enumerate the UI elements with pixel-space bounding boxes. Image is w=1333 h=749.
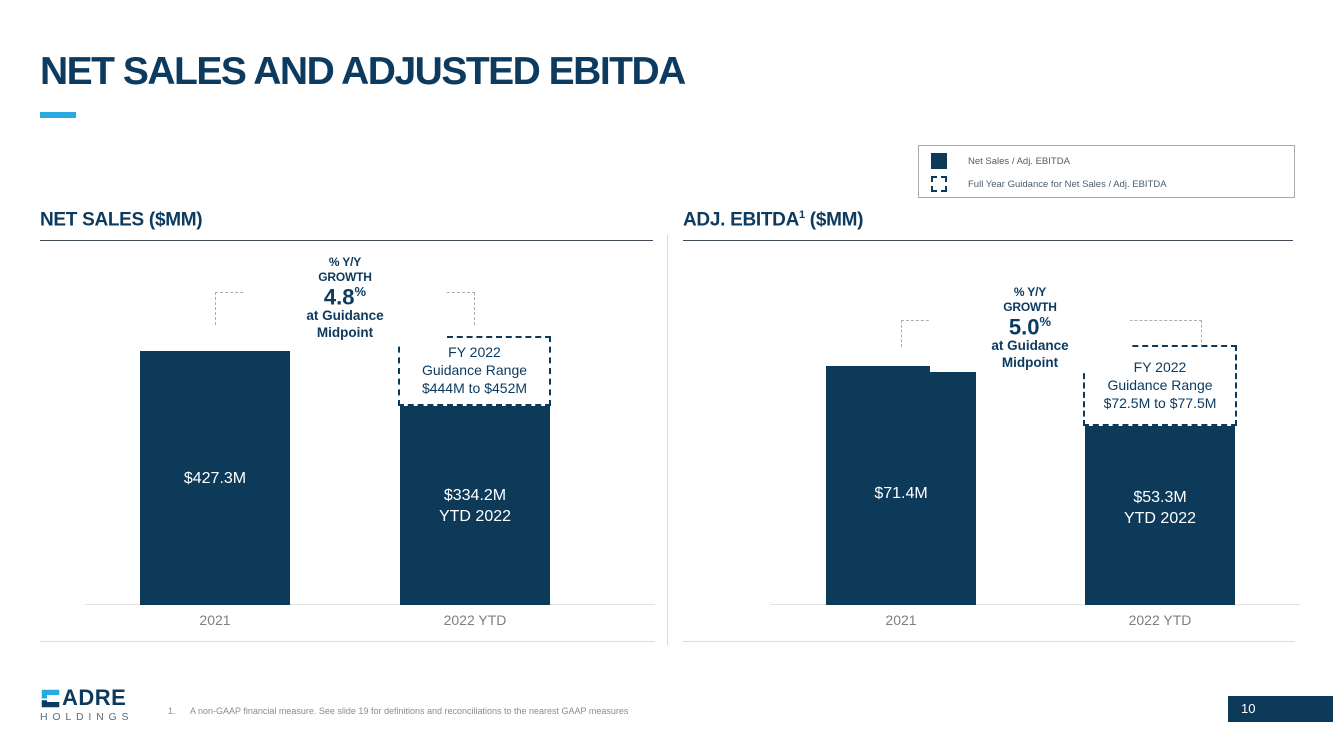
growth-line3: at Guidance [991, 338, 1069, 354]
legend-box: Net Sales / Adj. EBITDA Full Year Guidan… [918, 145, 1295, 198]
page-title: NET SALES AND ADJUSTED EBITDA [40, 50, 686, 93]
x-tick-2021: 2021 [199, 612, 231, 628]
title-accent-dash [40, 112, 76, 118]
footnote-number: 1. [168, 706, 176, 716]
growth-line3: at Guidance [306, 308, 384, 324]
growth-value: 4.8% [323, 284, 367, 310]
x-tick-2022-ytd: 2022 YTD [443, 612, 507, 628]
heading-rule [40, 240, 653, 241]
growth-line4: Midpoint [316, 325, 374, 341]
growth-bracket-tick-right [474, 292, 475, 325]
bar-2022-ytd: $334.2M YTD 2022 [400, 406, 550, 605]
bar-2021: $427.3M [140, 351, 290, 605]
solid-square-icon [931, 153, 947, 169]
footnote-text: A non-GAAP financial measure. See slide … [190, 706, 629, 716]
growth-annotation: % Y/Y GROWTH 5.0% at Guidance Midpoint [930, 285, 1130, 373]
chart-title: NET SALES ($MM) [40, 209, 203, 231]
panel-divider [667, 235, 668, 645]
guidance-line1: FY 2022 [1133, 359, 1187, 376]
bar-value-label: $427.3M [183, 470, 247, 487]
cadre-logo-icon [41, 689, 60, 707]
panel-bottom-rule [683, 641, 1295, 642]
chart-area: % Y/Y GROWTH 4.8% at Guidance Midpoint $… [40, 250, 655, 645]
logo-subtext: HOLDINGS [40, 711, 134, 723]
cadre-holdings-logo: ADRE HOLDINGS [40, 687, 150, 723]
adj-ebitda-chart-panel: ADJ. EBITDA1 ($MM) % Y/Y GROWTH 5.0% at … [683, 207, 1300, 647]
guidance-range-box: FY 2022 Guidance Range $444M to $452M [398, 336, 551, 407]
guidance-line3: $444M to $452M [421, 380, 528, 397]
growth-bracket-tick-left [215, 292, 216, 325]
guidance-line2: Guidance Range [1107, 376, 1213, 393]
growth-annotation: % Y/Y GROWTH 4.8% at Guidance Midpoint [245, 255, 445, 343]
guidance-line3: $72.5M to $77.5M [1103, 394, 1217, 411]
heading-rule [683, 240, 1293, 241]
bar-2021: $71.4M [826, 365, 976, 605]
page-number-badge: 10 [1228, 696, 1333, 722]
chart-title: ADJ. EBITDA1 ($MM) [683, 209, 864, 231]
x-tick-2022-ytd: 2022 YTD [1128, 612, 1192, 628]
growth-line1: % Y/Y [1013, 285, 1047, 299]
legend-label: Net Sales / Adj. EBITDA [968, 155, 1070, 167]
growth-value: 5.0% [1008, 314, 1052, 340]
x-axis-line [85, 604, 655, 605]
panel-bottom-rule [40, 641, 655, 642]
growth-line1: % Y/Y [328, 255, 362, 269]
legend-label: Full Year Guidance for Net Sales / Adj. … [968, 178, 1167, 190]
bar-2022-ytd: $53.3M YTD 2022 [1085, 426, 1235, 605]
legend-item-net-sales: Net Sales / Adj. EBITDA [931, 153, 1070, 169]
x-tick-2021: 2021 [885, 612, 917, 628]
bar-value-label: $53.3M YTD 2022 [1123, 489, 1197, 528]
chart-area: % Y/Y GROWTH 5.0% at Guidance Midpoint $… [683, 250, 1300, 645]
dashed-square-icon [931, 176, 947, 192]
growth-line2: GROWTH [1003, 300, 1057, 314]
logo-wordmark: ADRE [62, 685, 127, 710]
guidance-line2: Guidance Range [421, 362, 528, 379]
bar-value-label: $334.2M YTD 2022 [438, 487, 512, 526]
bar-value-label: $71.4M [874, 484, 928, 502]
growth-bracket-tick-left [901, 320, 902, 347]
guidance-line1: FY 2022 [448, 344, 501, 361]
footnote: 1. A non-GAAP financial measure. See slid… [168, 706, 688, 716]
growth-line2: GROWTH [318, 270, 372, 284]
growth-bracket-tick-right [1201, 320, 1202, 347]
net-sales-chart-panel: NET SALES ($MM) % Y/Y GROWTH 4.8% at Gui… [40, 207, 655, 647]
legend-item-guidance: Full Year Guidance for Net Sales / Adj. … [931, 176, 1167, 192]
growth-line4: Midpoint [1001, 355, 1059, 371]
x-axis-line [770, 604, 1300, 605]
